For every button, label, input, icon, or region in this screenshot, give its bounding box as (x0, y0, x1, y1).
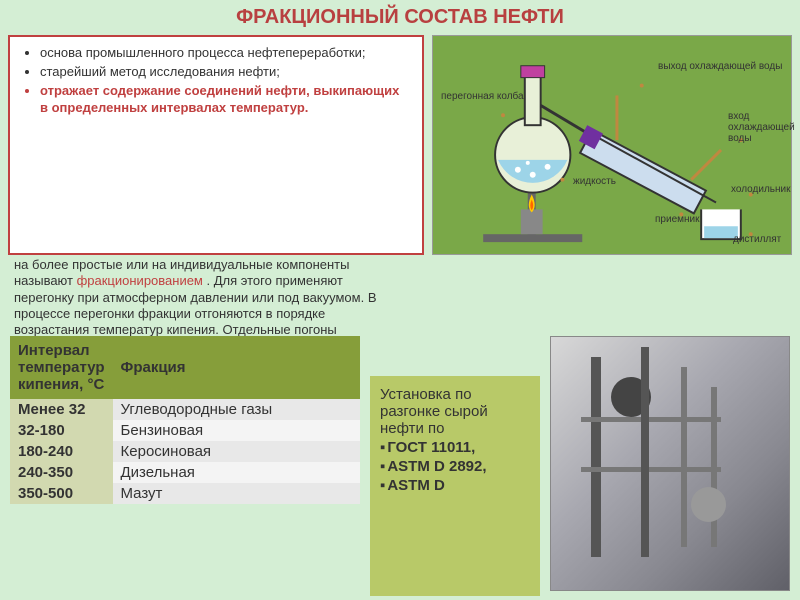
table-row: 350-500 Мазут (10, 483, 360, 504)
equipment-photo (550, 336, 790, 591)
diagram-label-out-water: выход охлаждающей воды (658, 61, 782, 72)
install-std-1: ГОСТ 11011, (380, 439, 530, 456)
top-row: основа промышленного процесса нефтеперер… (0, 35, 800, 255)
table-row: Менее 32 Углеводородные газы (10, 399, 360, 420)
fraction-table: Интервал температур кипения, °C Фракция … (10, 336, 360, 600)
info-item-1: основа промышленного процесса нефтеперер… (40, 45, 410, 62)
diagram-label-receiver: приемник (655, 214, 699, 225)
table-cell-range: 32-180 (10, 420, 113, 441)
info-box: основа промышленного процесса нефтеперер… (8, 35, 424, 255)
page-title: ФРАКЦИОННЫЙ СОСТАВ НЕФТИ (0, 0, 800, 35)
table-header-row: Интервал температур кипения, °C Фракция (10, 336, 360, 399)
diagram-label-in-water: вход охлаждающей воды (728, 111, 795, 144)
table-row: 180-240 Керосиновая (10, 441, 360, 462)
diagram-label-distillate: дистиллят (733, 234, 781, 245)
table-cell-range: 350-500 (10, 483, 113, 504)
table-cell-range: 240-350 (10, 462, 113, 483)
table-cell-name: Мазут (113, 483, 360, 504)
table-row: 240-350 Дизельная (10, 462, 360, 483)
table-header-range: Интервал температур кипения, °C (10, 336, 113, 399)
table-cell-name: Дизельная (113, 462, 360, 483)
info-item-3: отражает содержание соединений нефти, вы… (40, 83, 410, 117)
table-cell-name: Керосиновая (113, 441, 360, 462)
table-cell-range: Менее 32 (10, 399, 113, 420)
diagram-label-liquid: жидкость (573, 176, 616, 187)
lower-row: Интервал температур кипения, °C Фракция … (0, 330, 800, 600)
table-header-fraction: Фракция (113, 336, 360, 399)
table-cell-name: Углеводородные газы (113, 399, 360, 420)
table-row: 32-180 Бензиновая (10, 420, 360, 441)
install-standards-box: Установка по разгонке сырой нефти по ГОС… (370, 376, 540, 596)
install-std-2: ASTM D 2892, (380, 458, 530, 475)
diagram-label-flask: перегонная колба (441, 91, 524, 102)
distillation-diagram: перегонная колба выход охлаждающей воды … (432, 35, 792, 255)
info-item-2: старейший метод исследования нефти; (40, 64, 410, 81)
table-cell-name: Бензиновая (113, 420, 360, 441)
body-term: фракционированием (77, 273, 203, 288)
install-text: Установка по разгонке сырой нефти по (380, 386, 530, 437)
diagram-label-cooler: холодильник (731, 184, 790, 195)
table-cell-range: 180-240 (10, 441, 113, 462)
install-std-3: ASTM D (380, 477, 530, 494)
